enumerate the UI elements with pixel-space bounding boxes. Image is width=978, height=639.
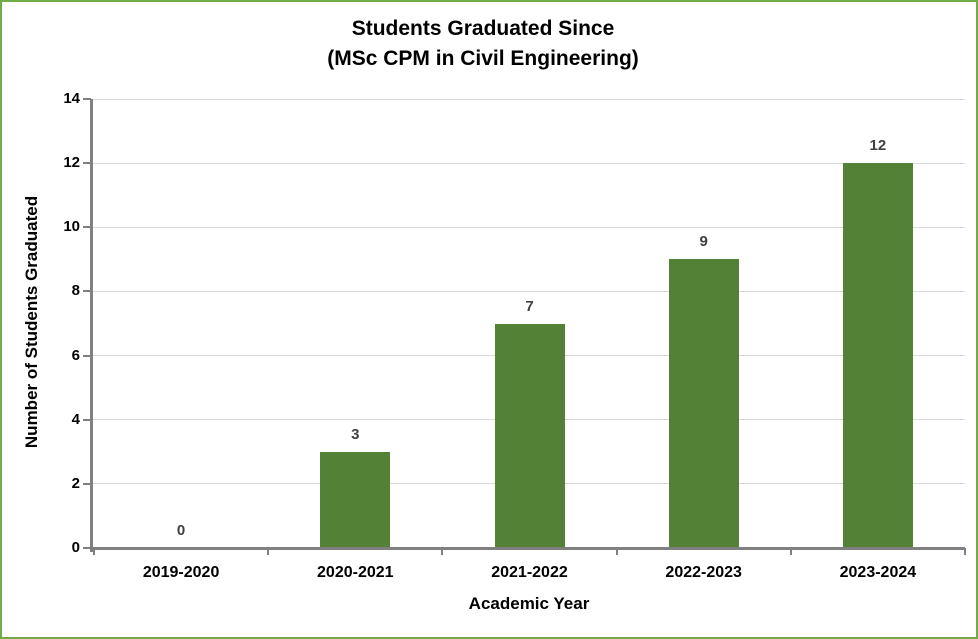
y-axis-title: Number of Students Graduated — [22, 195, 41, 449]
x-tick-mark — [93, 548, 95, 555]
chart-title: Students Graduated Since (MSc CPM in Civ… — [2, 14, 964, 74]
x-axis-line — [90, 547, 965, 550]
y-tick-label: 0 — [71, 539, 80, 556]
bar-2020-2021 — [320, 451, 391, 548]
chart-title-line1: Students Graduated Since — [351, 17, 615, 40]
y-tick-label: 4 — [71, 410, 80, 428]
x-tick-mark — [964, 548, 966, 555]
bar-value-label: 7 — [525, 297, 534, 315]
bar-value-label: 0 — [176, 522, 186, 539]
x-category-label: 2019-2020 — [142, 564, 220, 581]
y-tick-mark — [83, 290, 91, 293]
y-tick-mark — [83, 226, 91, 229]
gridline — [93, 98, 965, 100]
x-tick-mark — [267, 548, 270, 555]
chart-title-line2: (MSc CPM in Civil Engineering) — [327, 47, 639, 70]
bar-2021-2022 — [494, 323, 565, 548]
x-category-label: 2021-2022 — [491, 564, 568, 581]
x-category-label: 2023-2024 — [839, 564, 917, 581]
y-tick-label: 10 — [63, 218, 80, 236]
y-tick-mark — [83, 162, 91, 165]
bar-value-label: 9 — [699, 233, 708, 251]
y-axis-line — [90, 99, 93, 552]
y-tick-mark — [83, 418, 91, 421]
x-tick-mark — [441, 548, 444, 555]
y-tick-label: 12 — [63, 154, 80, 172]
y-tick-label: 14 — [63, 90, 80, 107]
y-tick-label: 2 — [71, 474, 80, 492]
x-tick-mark — [789, 548, 792, 555]
gridline — [93, 162, 965, 164]
bar-2023-2024 — [842, 163, 913, 548]
x-tick-mark — [615, 548, 618, 555]
gridline — [93, 290, 965, 292]
x-category-label: 2020-2021 — [317, 564, 394, 581]
y-tick-label: 6 — [71, 346, 80, 364]
x-axis-title: Academic Year — [468, 594, 590, 613]
y-tick-mark — [83, 482, 91, 485]
gridline — [93, 226, 965, 228]
x-category-label: 2022-2023 — [665, 564, 742, 581]
y-tick-mark — [83, 98, 91, 100]
bar-2022-2023 — [668, 259, 739, 548]
y-tick-mark — [83, 354, 91, 357]
y-tick-label: 8 — [71, 282, 80, 300]
bar-value-label: 3 — [351, 425, 360, 443]
bar-value-label: 12 — [869, 137, 887, 155]
y-tick-mark — [83, 547, 91, 549]
